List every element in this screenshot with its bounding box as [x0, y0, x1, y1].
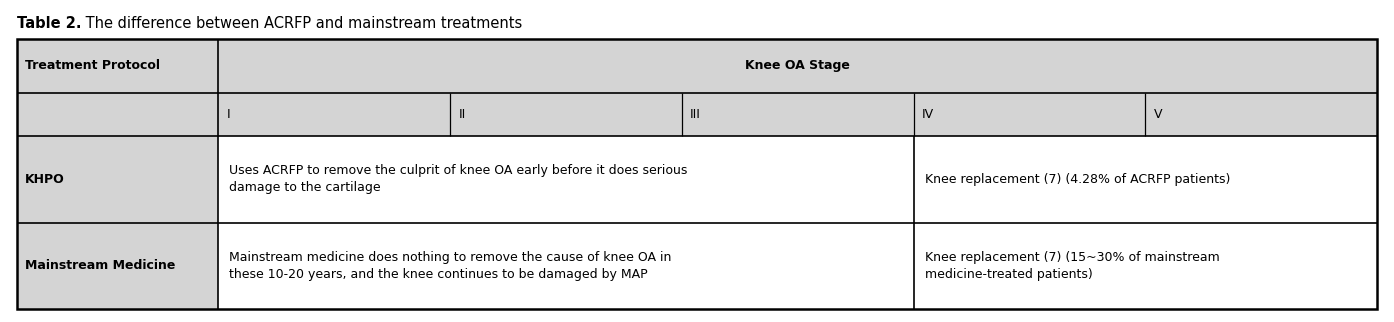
- Bar: [217, 93, 1377, 136]
- Bar: [17, 39, 217, 93]
- Bar: [17, 39, 1377, 309]
- Text: Uses ACRFP to remove the culprit of knee OA early before it does serious
damage : Uses ACRFP to remove the culprit of knee…: [229, 164, 687, 194]
- Bar: [913, 223, 1377, 309]
- Text: I: I: [226, 108, 230, 121]
- Text: V: V: [1154, 108, 1163, 121]
- Bar: [17, 223, 217, 309]
- Text: Knee OA Stage: Knee OA Stage: [746, 59, 850, 72]
- Bar: [217, 39, 1377, 93]
- Text: II: II: [459, 108, 466, 121]
- Bar: [17, 93, 217, 136]
- Text: IV: IV: [921, 108, 934, 121]
- Text: Mainstream medicine does nothing to remove the cause of knee OA in
these 10-20 y: Mainstream medicine does nothing to remo…: [229, 251, 672, 281]
- Text: KHPO: KHPO: [25, 173, 66, 186]
- Text: Knee replacement (7) (15~30% of mainstream
medicine-treated patients): Knee replacement (7) (15~30% of mainstre…: [924, 251, 1220, 281]
- Bar: [913, 136, 1377, 223]
- Text: Treatment Protocol: Treatment Protocol: [25, 59, 160, 72]
- Bar: [217, 223, 913, 309]
- Bar: [217, 136, 913, 223]
- Bar: [17, 136, 217, 223]
- Text: The difference between ACRFP and mainstream treatments: The difference between ACRFP and mainstr…: [81, 16, 523, 31]
- Text: Table 2.: Table 2.: [17, 16, 81, 31]
- Text: Mainstream Medicine: Mainstream Medicine: [25, 259, 176, 272]
- Text: Knee replacement (7) (4.28% of ACRFP patients): Knee replacement (7) (4.28% of ACRFP pat…: [924, 173, 1230, 186]
- Text: III: III: [690, 108, 701, 121]
